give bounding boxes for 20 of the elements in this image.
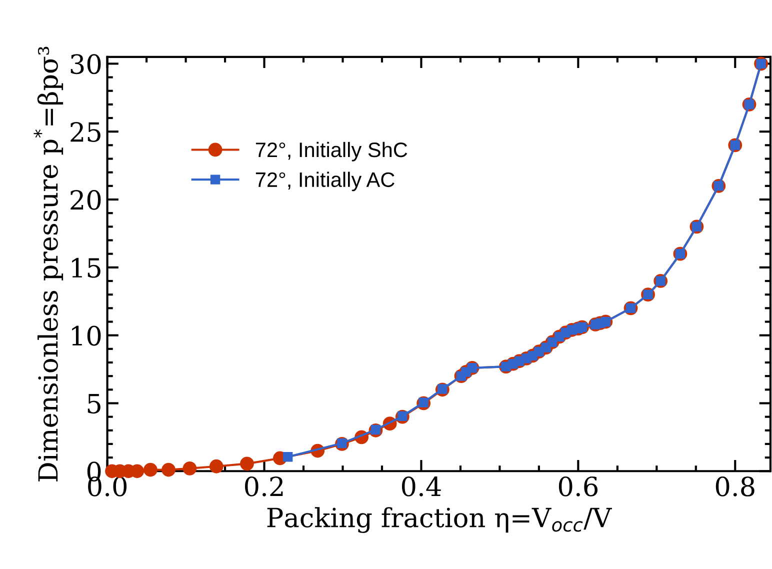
point: [282, 452, 293, 462]
legend-label: 72°, Initially AC: [256, 172, 394, 192]
x-tick-label: 0.4: [402, 476, 441, 496]
y-tick-label: 5: [88, 394, 100, 414]
y-tick-label: 20: [70, 190, 101, 210]
legend-label: 72°, Initially ShC: [256, 142, 408, 162]
x-tick-label: 0.8: [716, 476, 754, 496]
x-axis-title: Packing fraction η=V$_{occ}$/V: [267, 507, 612, 534]
point: [144, 462, 158, 477]
point: [182, 461, 197, 476]
x-tick-label: 0.6: [558, 476, 598, 496]
y-tick-label: 25: [70, 122, 100, 142]
y-tick-label: 30: [70, 54, 101, 74]
point: [240, 456, 254, 471]
point: [209, 459, 224, 474]
x-tick-label: 0.2: [245, 476, 283, 496]
y-tick-label: 15: [72, 258, 100, 278]
point: [162, 462, 176, 477]
y-tick-label: 10: [72, 326, 101, 346]
y-axis-title: Dimensionless pressure p$^{*}$=βpσ³: [34, 46, 64, 482]
